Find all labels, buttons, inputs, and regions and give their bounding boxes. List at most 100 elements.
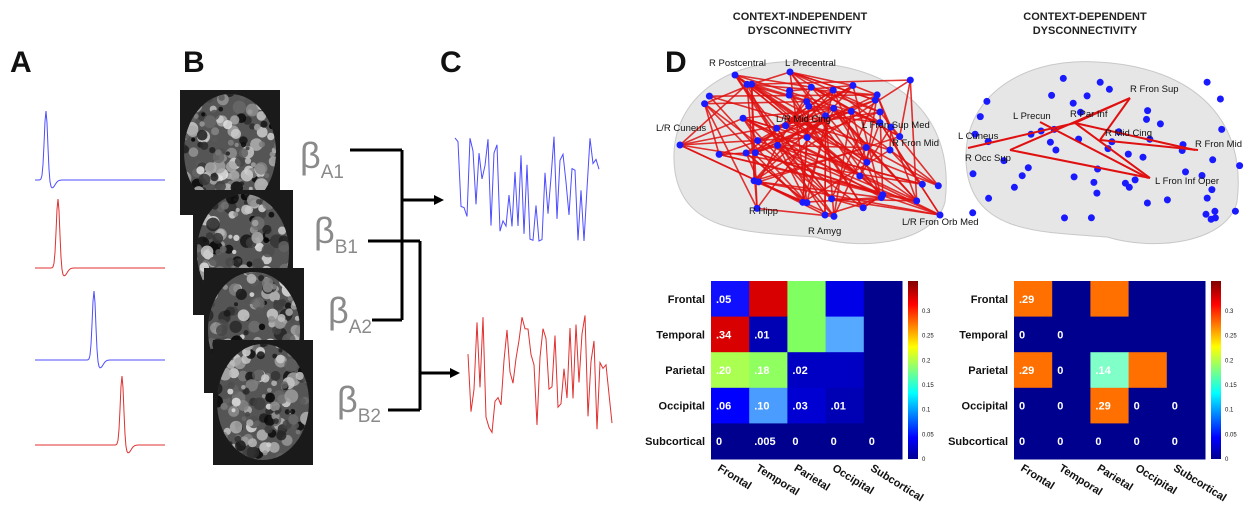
slice-blob <box>247 261 253 267</box>
slice-blob <box>263 282 273 292</box>
network-node <box>1071 173 1078 180</box>
hrf-waveform <box>35 376 165 453</box>
beta-label: βA1 <box>300 135 344 183</box>
panel-label: D <box>665 46 687 79</box>
slice-blob <box>275 410 280 415</box>
row-label: Temporal <box>656 329 705 341</box>
slice-blob <box>262 244 275 257</box>
cell-value: .03 <box>792 401 807 413</box>
slice-blob <box>259 324 265 330</box>
slice-blob <box>270 402 280 412</box>
col-label: Subcortical <box>1171 462 1228 504</box>
beta-subscript: A1 <box>321 162 344 183</box>
slice-blob <box>276 355 285 364</box>
slice-blob <box>290 319 295 324</box>
matrix-cell <box>787 317 826 353</box>
cell-value: 0 <box>716 436 722 448</box>
cell-value: .20 <box>716 365 731 377</box>
network-node <box>1217 96 1224 103</box>
slice-blob <box>254 124 261 131</box>
network-node <box>919 181 926 188</box>
brain-title: CONTEXT-INDEPENDENT <box>733 11 868 23</box>
cell-value: 0 <box>1019 401 1025 413</box>
matrix-cell <box>1167 281 1206 317</box>
slice-blob <box>205 162 217 174</box>
slice-blob <box>235 143 239 147</box>
slice-blob <box>233 212 238 217</box>
colorbar <box>908 281 918 459</box>
region-label: L Fron Sup Med <box>862 120 930 131</box>
slice-blob <box>271 380 277 386</box>
slice-blob <box>246 146 250 150</box>
matrix-cell <box>1129 352 1168 388</box>
slice-blob <box>235 421 241 427</box>
region-label: L/R Fron Orb Med <box>902 217 979 228</box>
network-node <box>1061 214 1068 221</box>
network-node <box>706 93 713 100</box>
cell-value: .01 <box>831 401 846 413</box>
slice-blob <box>234 258 242 266</box>
cell-value: .34 <box>716 329 732 341</box>
slice-blob <box>250 292 255 297</box>
slice-blob <box>235 436 242 443</box>
network-node <box>830 105 837 112</box>
cell-value: 0 <box>1172 436 1178 448</box>
network-node <box>913 197 920 204</box>
network-node <box>1025 164 1032 171</box>
row-label: Subcortical <box>645 436 705 448</box>
region-label: R Mid Cing <box>1105 128 1152 139</box>
colorbar-tick-label: 0.25 <box>1225 334 1237 340</box>
network-node <box>985 195 992 202</box>
region-label: L/R Mid Cing <box>776 114 831 125</box>
matrix-cell <box>1129 281 1168 317</box>
cell-value: 0 <box>1134 436 1140 448</box>
beta-subscript: A2 <box>349 317 372 338</box>
cell-value: .29 <box>1019 365 1034 377</box>
row-label: Parietal <box>665 365 705 377</box>
slice-blob <box>263 450 268 455</box>
network-node <box>1236 162 1243 169</box>
network-node <box>786 87 793 94</box>
slice-blob <box>253 398 266 411</box>
slice-blob <box>285 308 293 316</box>
slice-blob <box>199 174 211 186</box>
slice-blob <box>199 121 204 126</box>
row-label: Frontal <box>971 294 1008 306</box>
matrix-cell <box>787 281 826 317</box>
row-label: Occipital <box>659 401 705 413</box>
network-node <box>879 191 886 198</box>
cell-value: .29 <box>1019 294 1034 306</box>
hrf-waveform <box>35 199 165 276</box>
panel-label: B <box>183 46 205 79</box>
matrix-cell <box>864 281 903 317</box>
network-node <box>716 151 723 158</box>
network-node <box>751 177 758 184</box>
colorbar-tick-label: 0.3 <box>922 309 931 315</box>
col-label: Frontal <box>1018 462 1056 492</box>
cell-value: .02 <box>792 365 807 377</box>
slice-blob <box>209 257 218 266</box>
network-node <box>1203 211 1210 218</box>
slice-blob <box>244 330 249 335</box>
network-node <box>1070 100 1077 107</box>
slice-blob <box>197 130 208 141</box>
col-label: Frontal <box>715 462 753 492</box>
region-label: L/R Cuneus <box>656 123 706 134</box>
slice-blob <box>210 173 218 181</box>
slice-blob <box>189 147 199 157</box>
slice-blob <box>296 372 304 380</box>
beta-subscript: B1 <box>335 237 358 258</box>
network-node <box>805 103 812 110</box>
region-label: L Precentral <box>785 58 836 69</box>
cell-value: 0 <box>1019 329 1025 341</box>
slice-blob <box>257 351 265 359</box>
slice-blob <box>273 418 279 424</box>
network-node <box>1011 184 1018 191</box>
slice-blob <box>206 218 220 232</box>
slice-blob <box>271 371 281 381</box>
network-node <box>754 137 761 144</box>
slice-blob <box>201 112 205 116</box>
slice-blob <box>218 107 223 112</box>
cell-value: 0 <box>792 436 798 448</box>
network-node <box>787 69 794 76</box>
